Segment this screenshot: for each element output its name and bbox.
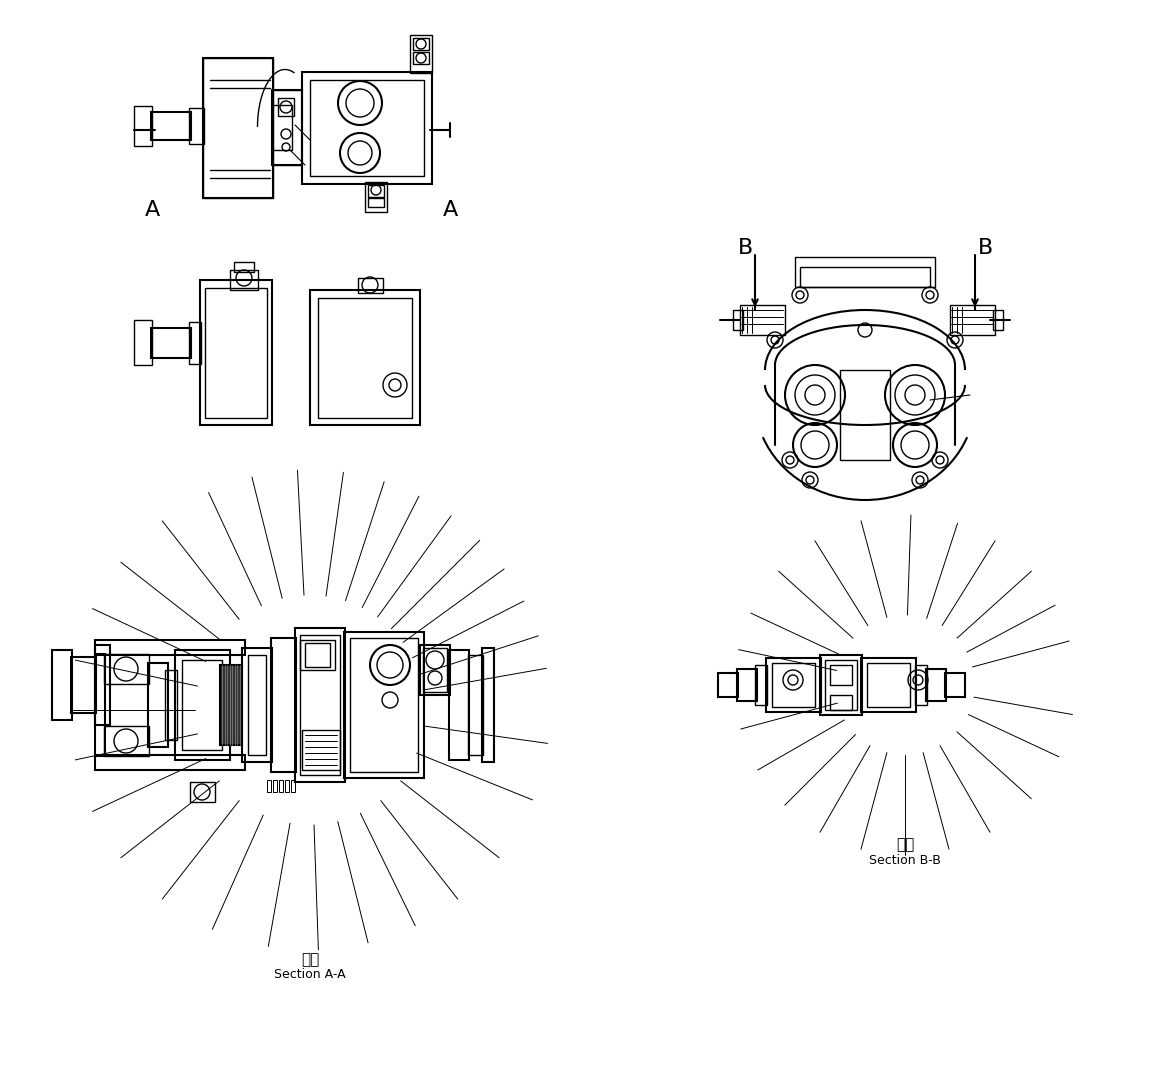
Text: A: A <box>443 201 458 220</box>
Bar <box>993 310 1003 330</box>
Bar <box>926 669 946 701</box>
Bar <box>368 185 384 197</box>
Bar <box>423 648 447 692</box>
Bar <box>945 673 965 697</box>
Bar <box>867 663 910 707</box>
Text: B: B <box>978 238 993 258</box>
Bar <box>734 310 743 330</box>
Text: 断面: 断面 <box>301 953 319 967</box>
Bar <box>279 780 283 792</box>
Bar <box>267 780 271 792</box>
Bar <box>413 52 429 64</box>
Bar <box>364 182 387 212</box>
Bar <box>825 660 857 710</box>
Bar <box>230 270 258 290</box>
Bar <box>449 650 470 760</box>
Bar <box>861 658 916 711</box>
Bar <box>71 657 96 713</box>
Bar <box>53 650 72 720</box>
Bar <box>350 638 418 772</box>
Bar <box>830 665 851 685</box>
Bar <box>413 38 429 50</box>
Bar <box>271 638 296 772</box>
Bar <box>303 730 340 770</box>
Bar <box>165 671 178 740</box>
Bar <box>273 780 277 792</box>
Bar <box>190 782 215 802</box>
Bar <box>151 112 192 140</box>
Bar <box>310 290 420 425</box>
Bar <box>310 80 424 176</box>
Bar <box>303 72 432 184</box>
Bar <box>830 695 851 710</box>
Bar <box>95 654 105 756</box>
Bar <box>104 654 150 685</box>
Bar <box>134 320 152 365</box>
Bar <box>305 642 331 667</box>
Bar <box>915 665 927 705</box>
Text: Section B-B: Section B-B <box>869 854 941 867</box>
Bar <box>203 58 273 198</box>
Bar <box>300 635 340 775</box>
Bar <box>800 267 930 287</box>
Bar <box>200 280 272 425</box>
Bar <box>296 628 345 782</box>
Text: B: B <box>737 238 752 258</box>
Bar <box>95 640 245 655</box>
Bar <box>318 298 412 418</box>
Text: A: A <box>145 201 160 220</box>
Bar <box>795 257 936 287</box>
Bar <box>104 725 150 756</box>
Bar <box>285 780 288 792</box>
Bar <box>359 278 383 293</box>
Bar <box>189 322 201 364</box>
Bar <box>718 673 738 697</box>
Bar <box>755 665 767 705</box>
Bar <box>772 663 815 707</box>
Bar <box>766 658 821 711</box>
Bar <box>820 655 862 715</box>
Bar <box>272 89 303 165</box>
Bar <box>420 645 450 695</box>
Bar <box>203 58 273 198</box>
Bar <box>410 34 432 73</box>
Bar <box>242 648 272 762</box>
Bar <box>741 305 785 335</box>
Bar <box>300 640 335 671</box>
Bar <box>220 665 242 745</box>
Text: 断面: 断面 <box>896 838 915 853</box>
Text: Section A-A: Section A-A <box>274 968 346 981</box>
Bar <box>206 288 267 418</box>
Bar <box>95 645 110 725</box>
Bar <box>248 655 266 755</box>
Bar <box>234 262 253 272</box>
Bar <box>950 305 995 335</box>
Bar <box>272 105 292 150</box>
Bar <box>840 370 890 460</box>
Bar <box>148 663 168 747</box>
Bar <box>368 198 384 207</box>
Bar <box>151 328 192 358</box>
Bar <box>95 755 245 770</box>
Bar <box>134 106 152 146</box>
Bar <box>175 650 230 760</box>
Bar <box>737 669 757 701</box>
Bar <box>482 648 494 762</box>
Bar <box>189 108 204 144</box>
Bar <box>291 780 296 792</box>
Bar <box>182 660 222 750</box>
Bar <box>468 655 484 755</box>
Bar <box>345 632 424 778</box>
Bar <box>278 98 294 116</box>
